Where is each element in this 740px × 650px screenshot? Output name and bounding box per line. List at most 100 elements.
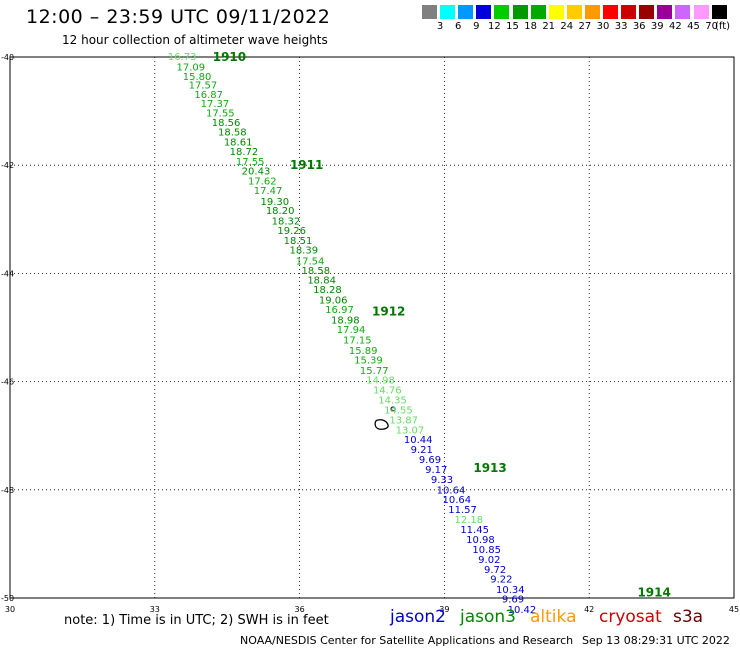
wave-height-reading: 9.02 (478, 555, 500, 566)
wave-height-reading: 17.55 (236, 157, 265, 168)
wave-height-reading: 9.69 (419, 455, 441, 466)
wave-height-reading: 18.39 (289, 246, 318, 257)
scale-label: 24 (560, 21, 574, 32)
wave-height-reading: 15.39 (354, 356, 383, 367)
wave-height-reading: 18.32 (272, 216, 301, 227)
credit-line: NOAA/NESDIS Center for Satellite Applica… (240, 634, 574, 647)
scale-label: 39 (650, 21, 664, 32)
wave-height-reading: 18.61 (224, 137, 253, 148)
wave-height-reading: 9.33 (431, 475, 453, 486)
scale-swatch (422, 5, 437, 19)
scale-unit: (ft) (715, 21, 731, 32)
island-outline-islet (390, 406, 396, 412)
wave-height-reading: 18.20 (266, 206, 295, 217)
wave-height-reading: 15.89 (349, 346, 378, 357)
wave-height-reading: 19.30 (261, 197, 290, 208)
wave-height-reading: 11.45 (460, 525, 489, 536)
scale-swatch (530, 5, 546, 19)
wave-height-reading: 10.42 (508, 605, 537, 616)
scale-swatch (711, 5, 727, 19)
wave-height-reading: 18.72 (230, 147, 259, 158)
scale-swatch (458, 5, 474, 19)
wave-readings: 16.7317.0915.8017.5716.8717.3717.5518.56… (168, 52, 536, 616)
hour-marker-label: 1910 (213, 50, 246, 64)
lon-tick-label: 33 (150, 605, 160, 614)
hour-marker-label: 1913 (473, 461, 506, 475)
wave-height-reading: 9.69 (502, 595, 524, 606)
wave-height-reading: 19.26 (277, 226, 306, 237)
lat-tick-label: -40 (1, 53, 14, 62)
satellite-name-altika: altika (530, 607, 577, 627)
wave-height-reading: 15.77 (360, 366, 389, 377)
wave-height-reading: 16.87 (194, 90, 223, 101)
hour-markers: 1910 1911 1912 1913 1914 (213, 50, 671, 600)
wave-height-reading: 14.55 (384, 405, 413, 416)
lon-tick-label: 30 (5, 605, 15, 614)
wave-height-reading: 14.35 (378, 396, 407, 407)
wave-height-reading: 14.98 (366, 376, 395, 387)
satellite-name-s3a: s3a (673, 607, 704, 627)
scale-label: 9 (473, 21, 480, 32)
wave-height-reading: 18.84 (307, 275, 336, 286)
wave-height-reading: 18.58 (302, 266, 331, 277)
scale-swatch (476, 5, 492, 19)
hour-marker-label: 1911 (290, 158, 323, 172)
scale-swatch (657, 5, 673, 19)
wave-height-reading: 18.58 (218, 128, 247, 139)
map-frame (9, 56, 735, 599)
wave-height-reading: 12.18 (455, 515, 484, 526)
scale-swatch (639, 5, 655, 19)
wave-height-reading: 18.51 (284, 236, 313, 247)
wave-height-reading: 18.28 (313, 285, 342, 296)
scale-label: 33 (614, 21, 628, 32)
scale-label: 27 (578, 21, 592, 32)
scale-swatch (548, 5, 564, 19)
wave-height-reading: 11.57 (448, 505, 477, 516)
lon-tick-label: 42 (584, 605, 594, 614)
scale-label: 21 (542, 21, 556, 32)
wave-height-reading: 18.56 (212, 118, 241, 129)
wave-height-reading: 20.43 (242, 167, 271, 178)
scale-swatch (584, 5, 600, 19)
satellite-name-jason3: jason3 (460, 607, 516, 627)
map-subtitle: 12 hour collection of altimeter wave hei… (62, 33, 328, 47)
lon-tick-label: 39 (439, 605, 449, 614)
map-title: 12:00 – 23:59 UTC 09/11/2022 (26, 6, 331, 28)
island-outline-main (374, 419, 389, 430)
scale-swatch (494, 5, 510, 19)
wave-height-reading: 10.64 (442, 495, 471, 506)
wave-height-reading: 10.85 (472, 545, 501, 556)
scale-label: 36 (632, 21, 646, 32)
scale-label: 15 (506, 21, 519, 32)
wave-height-reading: 17.55 (206, 108, 235, 119)
hour-marker-label: 1912 (372, 304, 405, 318)
scale-label: 18 (524, 21, 537, 32)
wave-height-reading: 13.07 (396, 425, 425, 436)
wave-height-reading: 9.21 (411, 445, 433, 456)
scale-swatch (566, 5, 582, 19)
footnote: note: 1) Time is in UTC; 2) SWH is in fe… (64, 613, 329, 628)
scale-swatch (603, 5, 618, 19)
wave-height-reading: 10.34 (496, 585, 525, 596)
lat-tick-label: -48 (1, 486, 14, 495)
scale-swatch (675, 5, 691, 19)
scale-label: 42 (669, 21, 682, 32)
graticule (9, 56, 735, 599)
axis-tick-labels: 30 33 36 39 42 45 -40 -42 -44 -46 -48 -50 (1, 53, 739, 614)
scale-swatch (693, 5, 709, 19)
wave-height-reading: 13.87 (389, 416, 418, 427)
lat-tick-label: -44 (1, 269, 14, 278)
generated-timestamp: Sep 13 08:29:31 UTC 2022 (582, 634, 730, 647)
wave-height-reading: 16.73 (168, 52, 197, 63)
wave-height-reading: 17.09 (177, 62, 206, 73)
wave-height-reading: 17.37 (201, 99, 230, 110)
wave-height-reading: 10.44 (404, 435, 433, 446)
lat-tick-label: -46 (1, 378, 14, 387)
scale-swatch (512, 5, 528, 19)
wave-height-reading: 9.72 (484, 565, 506, 576)
satellite-name-jason2: jason2 (390, 607, 446, 627)
wave-height-reading: 17.54 (296, 256, 325, 267)
wave-height-reading: 9.17 (425, 465, 447, 476)
scale-label: 70 (705, 21, 718, 32)
